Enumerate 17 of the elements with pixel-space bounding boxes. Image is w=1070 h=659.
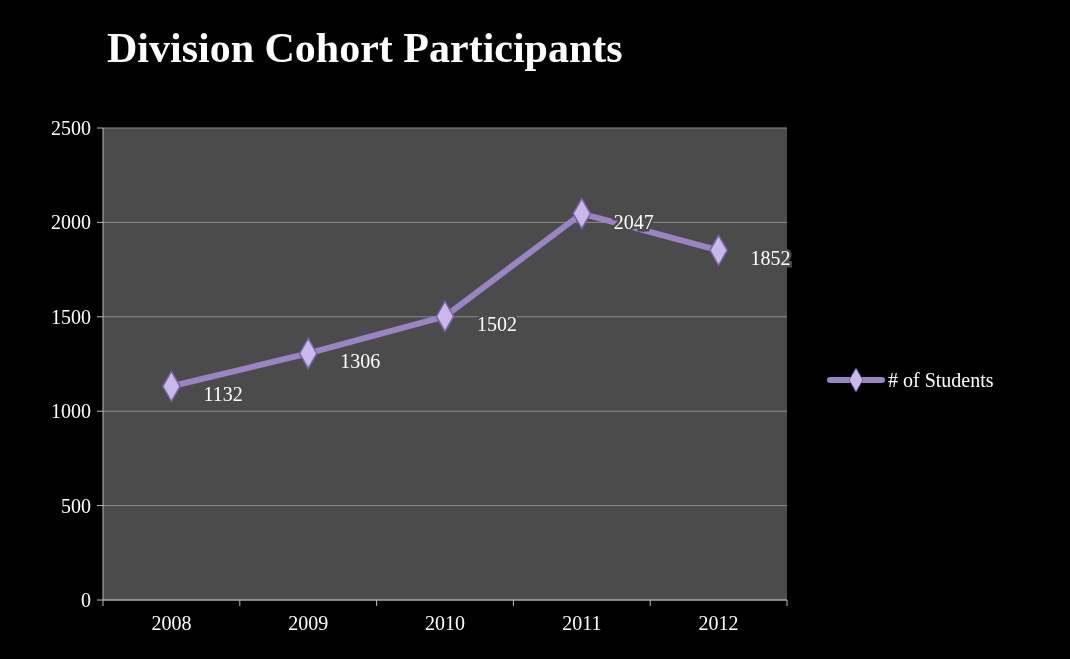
y-tick-label: 500 [61,494,91,517]
data-label: 1852 [750,247,791,270]
y-tick-label: 2500 [51,117,91,139]
chart-title: Division Cohort Participants [107,25,623,71]
x-tick-label: 2012 [698,612,739,634]
data-label: 1132 [203,383,243,406]
x-tick-label: 2010 [425,612,465,634]
legend-label: # of Students [888,369,994,391]
x-tick-label: 2011 [562,612,602,634]
y-tick-label: 2000 [51,211,91,234]
y-tick-label: 1000 [51,400,91,423]
x-tick-label: 2008 [151,612,192,634]
y-tick-label: 1500 [51,305,91,328]
y-tick-label: 0 [81,589,91,611]
data-label: 1306 [340,350,381,373]
x-tick-label: 2009 [288,612,329,634]
data-label: 1502 [477,313,517,336]
